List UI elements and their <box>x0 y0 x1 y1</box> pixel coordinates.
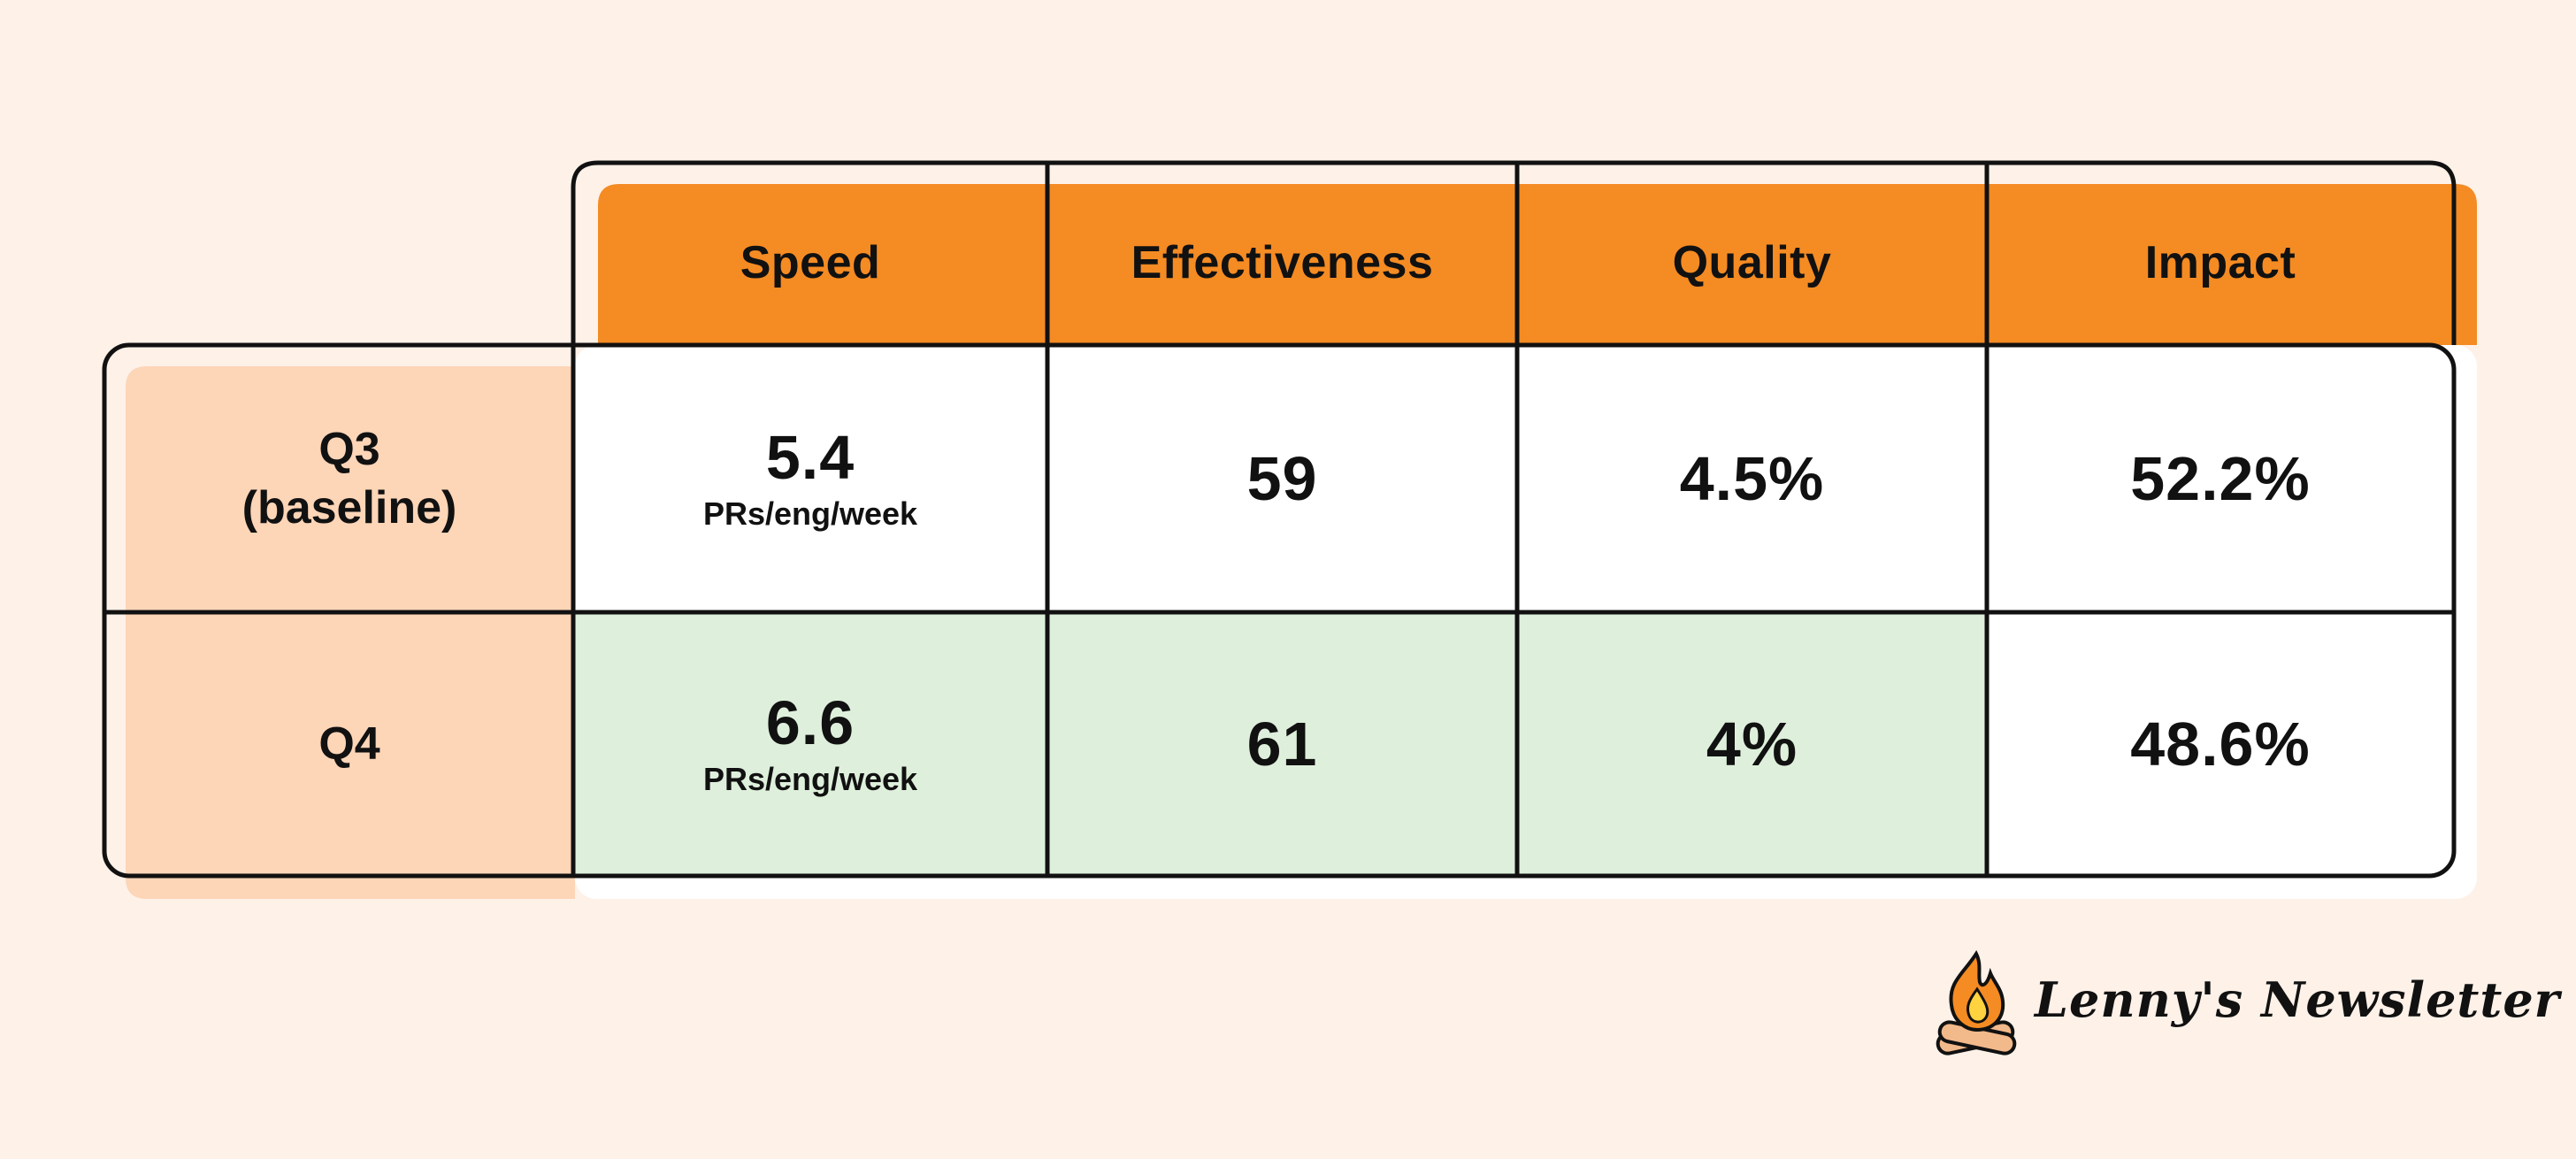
column-header-label: Quality <box>1672 237 1832 288</box>
row-header: Q3 (baseline) <box>126 345 573 612</box>
cell-unit: PRs/eng/week <box>702 495 918 532</box>
cell-value: 48.6% <box>2130 710 2311 779</box>
table-cell: 4% <box>1517 612 1987 876</box>
header-band-fill <box>598 184 2477 345</box>
campfire-icon <box>1936 949 2017 1055</box>
cell-value: 4.5% <box>1679 444 1825 513</box>
row-header-label: Q4 <box>318 718 380 770</box>
highlight-layer <box>573 612 1987 876</box>
column-header-label: Speed <box>740 237 881 288</box>
column-header-label: Effectiveness <box>1131 237 1434 288</box>
grid-lines <box>104 163 2454 876</box>
row-header-fill <box>126 366 575 899</box>
brand-logo: Lenny's Newsletter <box>1928 947 2565 1062</box>
table-cell: 4.5% <box>1517 345 1987 612</box>
cell-value: 59 <box>1246 444 1318 513</box>
table-cell: 59 <box>1047 345 1517 612</box>
table-cell: 5.4 PRs/eng/week <box>573 345 1047 612</box>
cell-value: 61 <box>1246 710 1318 779</box>
row-header-label: (baseline) <box>242 482 457 533</box>
column-header: Effectiveness <box>1047 180 1517 345</box>
cell-unit: PRs/eng/week <box>702 761 918 797</box>
cell-value: 6.6 <box>765 688 855 757</box>
improved-cell-highlight <box>573 612 1047 876</box>
row-header: Q4 <box>126 612 573 876</box>
table-cell: 6.6 PRs/eng/week <box>573 612 1047 876</box>
cell-value: 52.2% <box>2130 444 2311 513</box>
table-cell: 48.6% <box>1987 612 2454 876</box>
cell-value: 4% <box>1706 710 1798 779</box>
improved-cell-highlight <box>1047 612 1517 876</box>
table-cell: 52.2% <box>1987 345 2454 612</box>
cell-value: 5.4 <box>765 423 855 492</box>
column-header: Speed <box>573 180 1047 345</box>
row-header-label: Q3 <box>318 424 380 475</box>
improved-cell-highlight <box>1517 612 1987 876</box>
column-header: Quality <box>1517 180 1987 345</box>
column-header: Impact <box>1987 180 2454 345</box>
table-cell: 61 <box>1047 612 1517 876</box>
brand-name: Lenny's Newsletter <box>2035 971 2561 1028</box>
header-outline <box>571 160 2457 345</box>
column-header-label: Impact <box>2144 237 2296 288</box>
